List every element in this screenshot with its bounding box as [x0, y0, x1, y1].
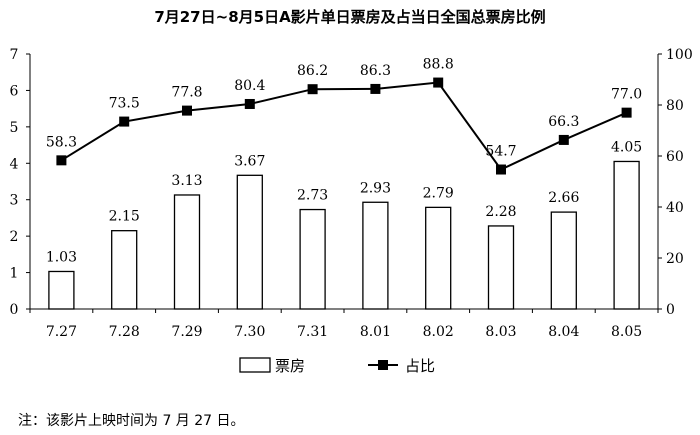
- line-value-label: 77.8: [171, 85, 202, 101]
- bar: [613, 160, 640, 310]
- bar: [299, 208, 326, 310]
- bar-value-label: 2.93: [360, 180, 391, 196]
- x-tick-label: 7.30: [234, 324, 265, 340]
- line-marker: [119, 116, 130, 127]
- bar-value-label: 4.05: [611, 139, 642, 155]
- line-marker: [244, 98, 255, 109]
- line-value-label: 77.0: [611, 87, 642, 103]
- line-marker: [621, 107, 632, 118]
- bar: [362, 201, 389, 310]
- legend-bar-label: 票房: [275, 357, 305, 375]
- y-left-tick-label: 4: [10, 156, 19, 172]
- bar-value-label: 2.15: [109, 209, 140, 225]
- line-series: [56, 77, 632, 175]
- bar-value-label: 1.03: [46, 249, 77, 265]
- x-tick-label: 7.29: [171, 324, 202, 340]
- line-value-label: 86.3: [360, 63, 391, 79]
- y-right-tick-label: 80: [666, 98, 684, 114]
- line-value-label: 73.5: [109, 96, 140, 112]
- legend-line-marker: [378, 360, 388, 370]
- x-tick-label: 8.05: [611, 324, 642, 340]
- chart-area: 0 1 2 3 4 5 6 7 0 20 40 60 80 100 7.27 7.28 7.29 7.30 7.31…: [10, 47, 693, 375]
- y-left-tick-label: 3: [10, 193, 19, 209]
- y-right-tick-label: 60: [666, 149, 684, 165]
- y-right-tick-label: 40: [666, 200, 684, 216]
- y-left-tick-label: 5: [10, 120, 19, 136]
- bar: [487, 225, 515, 310]
- bar-value-label: 2.79: [423, 185, 454, 201]
- bar: [173, 194, 201, 310]
- legend: 票房 占比: [239, 357, 435, 375]
- bar-value-label: 3.13: [171, 173, 202, 189]
- x-tick-label: 8.02: [423, 324, 454, 340]
- line-marker: [182, 105, 192, 116]
- line-marker: [56, 155, 67, 166]
- line-path: [60, 81, 627, 171]
- line-value-label: 86.2: [297, 63, 328, 79]
- bar: [550, 211, 577, 310]
- bar-value-label: 2.66: [548, 190, 579, 206]
- line-value-label: 80.4: [234, 78, 265, 94]
- bar-value-label: 2.28: [485, 204, 516, 220]
- bar-value-label: 2.73: [297, 188, 328, 204]
- y-left-tick-label: 6: [10, 83, 19, 99]
- bar: [425, 206, 452, 310]
- chart-title: 7月27日~8月5日A影片单日票房及占当日全国总票房比例: [154, 8, 546, 26]
- data-labels: 1.03 2.15 3.13 3.67 2.73 2.93 2.79 2.28 2.66 4.05…: [46, 57, 642, 266]
- bar: [48, 270, 75, 310]
- line-marker: [433, 77, 444, 88]
- legend-line-label: 占比: [405, 357, 435, 375]
- y-right-tick-label: 0: [666, 302, 675, 318]
- y-left-tick-label: 7: [10, 47, 19, 63]
- footnote: 注：该影片上映时间为 7 月 27 日。: [18, 413, 245, 429]
- bar-series: [48, 160, 640, 310]
- x-tick-label: 8.04: [548, 324, 579, 340]
- y-left-tick-label: 0: [10, 302, 19, 318]
- x-tick-label: 7.27: [46, 324, 77, 340]
- x-tick-label: 7.28: [109, 324, 140, 340]
- y-left-tick-label: 1: [10, 266, 19, 282]
- line-value-label: 66.3: [548, 114, 579, 130]
- line-marker: [558, 134, 569, 145]
- y-right-tick-label: 100: [666, 47, 693, 63]
- bar: [236, 174, 263, 310]
- line-marker: [496, 164, 506, 175]
- line-value-label: 54.7: [485, 144, 516, 160]
- y-left-tick-label: 2: [10, 229, 19, 245]
- x-tick-label: 8.01: [360, 324, 391, 340]
- x-tick-label: 8.03: [485, 324, 516, 340]
- bar: [111, 230, 138, 310]
- legend-bar-swatch: [239, 357, 271, 373]
- bar-value-label: 3.67: [234, 153, 265, 169]
- y-right-tick-label: 20: [666, 251, 684, 267]
- x-tick-label: 7.31: [297, 324, 328, 340]
- line-value-label: 58.3: [46, 134, 77, 150]
- line-value-label: 88.8: [423, 57, 454, 73]
- line-marker: [307, 84, 318, 95]
- line-marker: [370, 83, 381, 94]
